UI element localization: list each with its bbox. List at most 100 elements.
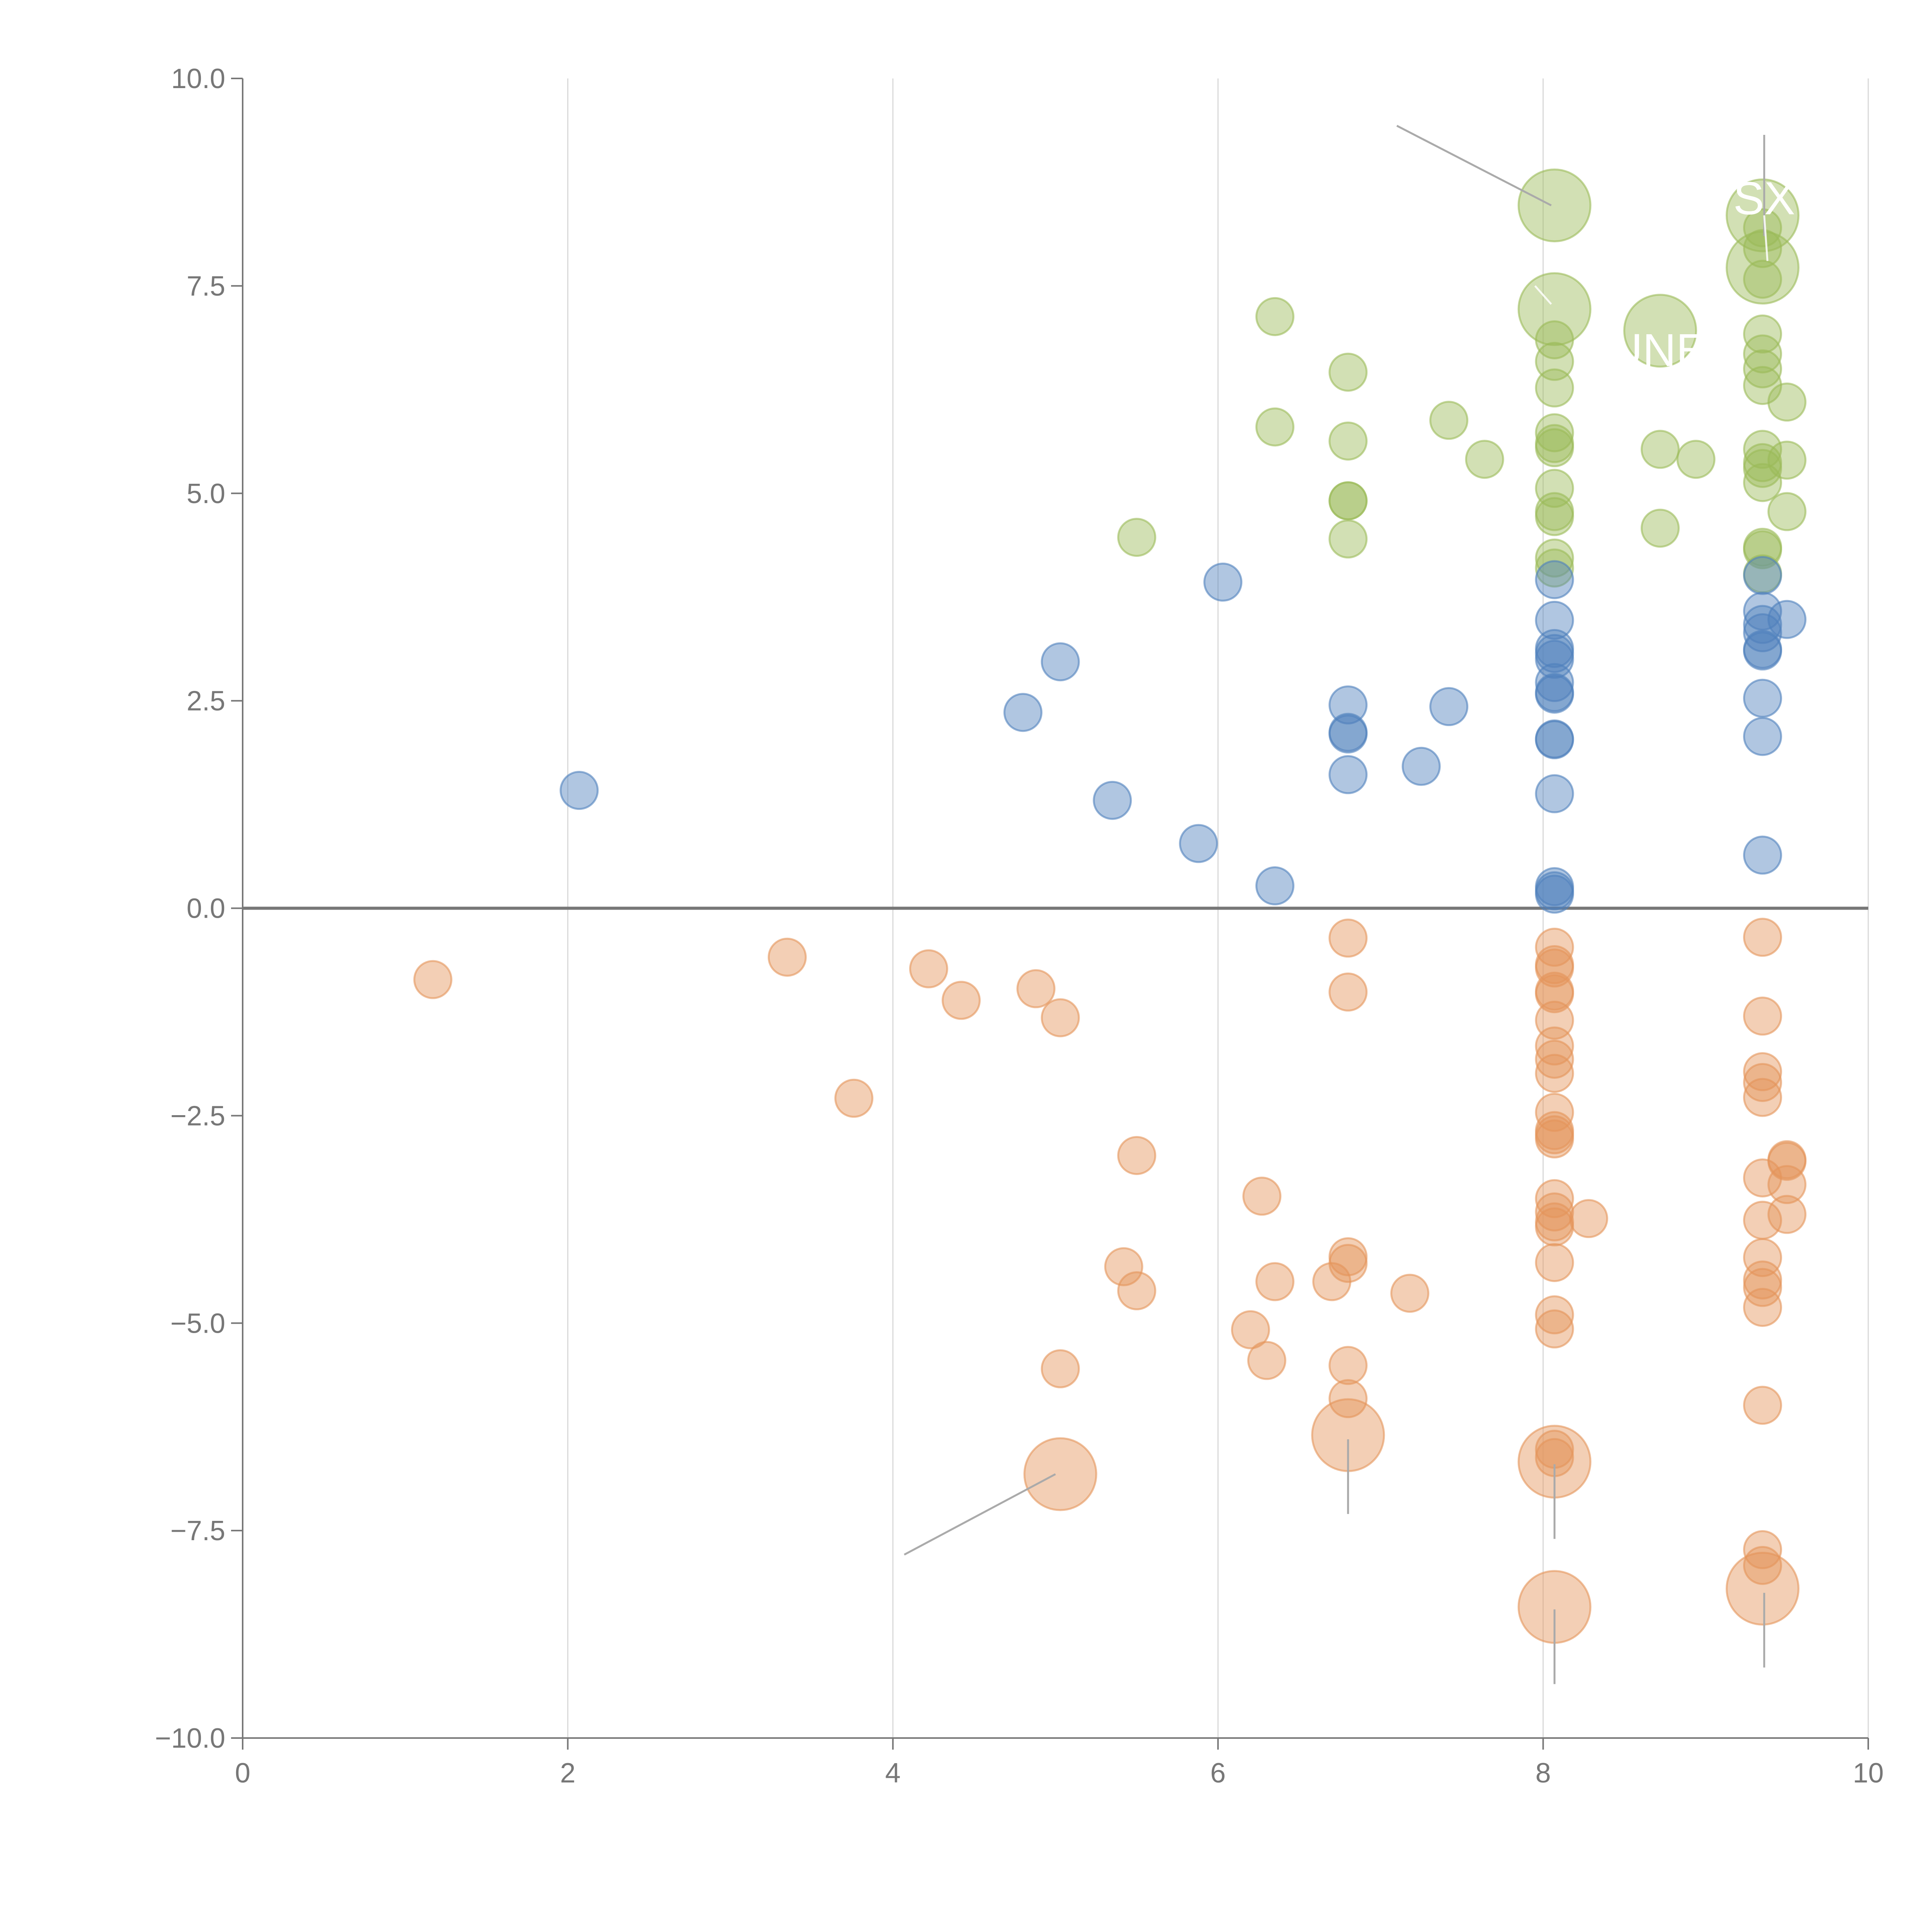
data-point-blue xyxy=(1041,642,1080,682)
leader-line xyxy=(904,1473,1056,1556)
data-point-orange xyxy=(1743,1268,1782,1307)
data-point-green xyxy=(1743,229,1782,268)
data-point-orange xyxy=(1535,1179,1574,1218)
y-tick-label: −10.0 xyxy=(155,1723,225,1754)
y-tick-label: 7.5 xyxy=(187,271,225,302)
data-point-orange xyxy=(1535,1243,1574,1282)
data-point-green xyxy=(1767,383,1807,422)
data-point-green xyxy=(1535,368,1574,408)
data-point-green xyxy=(1535,428,1574,468)
data-point-blue xyxy=(1743,835,1782,875)
data-point-orange xyxy=(1743,1386,1782,1425)
data-point-green xyxy=(1535,548,1574,588)
data-point-orange xyxy=(1328,1244,1368,1283)
data-point-green xyxy=(1743,208,1782,248)
annotations: SX FUNE xyxy=(1581,172,1795,376)
data-point-blue xyxy=(1767,600,1807,639)
x-tick-label: 0 xyxy=(235,1758,250,1789)
data-point-orange xyxy=(1743,1063,1782,1102)
data-point-blue xyxy=(1093,781,1132,820)
data-point-orange xyxy=(1255,1262,1294,1301)
data-point-orange xyxy=(1104,1247,1143,1286)
data-point-green xyxy=(1743,260,1782,299)
data-point-blue xyxy=(1743,556,1782,595)
data-point-green xyxy=(1517,168,1592,243)
data-point-blue xyxy=(1535,774,1574,813)
data-point-orange xyxy=(413,960,452,999)
data-point-orange xyxy=(1743,1238,1782,1277)
y-tick-label: −7.5 xyxy=(170,1515,225,1546)
data-point-orange xyxy=(1535,1192,1574,1231)
data-point-blue xyxy=(1743,592,1782,631)
data-point-orange xyxy=(767,937,807,977)
data-point-orange xyxy=(1767,1165,1807,1204)
data-point-orange xyxy=(1535,927,1574,967)
data-point-orange xyxy=(1767,1141,1807,1181)
data-point-green xyxy=(1517,272,1592,346)
data-point-blue xyxy=(1535,720,1574,760)
data-point-orange xyxy=(1016,969,1056,1009)
data-point-blue xyxy=(1535,674,1574,714)
data-point-green xyxy=(1255,297,1294,336)
data-point-green xyxy=(1328,352,1368,392)
data-point-green xyxy=(1743,366,1782,405)
data-point-orange xyxy=(1535,1119,1574,1159)
data-point-orange xyxy=(1328,918,1368,958)
data-point-green xyxy=(1535,413,1574,452)
y-tick-label: 5.0 xyxy=(187,478,225,509)
data-point-orange xyxy=(1328,1346,1368,1385)
data-point-green xyxy=(1743,449,1782,488)
leader-line xyxy=(1534,285,1552,305)
y-tick-label: −2.5 xyxy=(170,1100,225,1131)
data-point-orange xyxy=(1242,1177,1282,1216)
data-point-green xyxy=(1676,440,1716,479)
data-point-orange xyxy=(1328,1379,1368,1418)
data-point-orange xyxy=(1535,1054,1574,1093)
data-point-blue xyxy=(1003,693,1043,732)
data-point-green xyxy=(1328,519,1368,559)
data-point-blue xyxy=(1328,755,1368,794)
data-point-orange xyxy=(1535,1026,1574,1066)
data-point-green xyxy=(1328,481,1368,520)
data-point-blue xyxy=(1401,747,1441,786)
data-point-blue xyxy=(1255,866,1294,906)
data-point-orange xyxy=(1743,1546,1782,1585)
axes: 10.0 7.5 5.0 2.5 0.0 −2.5 −5.0 −7.5 −10.0 0 2 4 6 8 10 xyxy=(155,63,1884,1789)
data-point-orange xyxy=(909,949,948,988)
data-point-blue xyxy=(1429,687,1469,726)
data-point-orange xyxy=(1328,972,1368,1012)
data-point-orange xyxy=(941,981,981,1020)
x-tick-label: 6 xyxy=(1210,1758,1226,1789)
data-point-orange xyxy=(1535,1295,1574,1335)
data-point-green xyxy=(1255,407,1294,447)
data-point-orange xyxy=(1767,1195,1807,1234)
y-tick-label: 2.5 xyxy=(187,686,225,717)
data-point-orange xyxy=(1743,1287,1782,1327)
data-point-blue xyxy=(1179,824,1218,863)
data-point-green xyxy=(1743,463,1782,502)
data-point-orange xyxy=(1569,1199,1608,1238)
leader-lines xyxy=(904,125,1769,1684)
y-tick-label: 0.0 xyxy=(187,893,225,924)
data-point-orange xyxy=(1743,1158,1782,1197)
data-point-blue xyxy=(1535,600,1574,640)
y-tick-label: −5.0 xyxy=(170,1308,225,1339)
data-point-orange xyxy=(1535,1309,1574,1349)
data-point-blue xyxy=(1743,679,1782,718)
data-point-orange xyxy=(1743,1201,1782,1240)
data-point-orange xyxy=(1535,1039,1574,1079)
data-points xyxy=(413,168,1807,1644)
data-point-green xyxy=(1535,469,1574,508)
data-point-orange xyxy=(1743,918,1782,957)
data-point-green xyxy=(1743,314,1782,354)
data-point-orange xyxy=(834,1078,874,1118)
data-point-blue xyxy=(1203,563,1243,602)
data-point-green xyxy=(1535,538,1574,578)
data-point-green xyxy=(1465,440,1504,479)
annotation-label: FUNE xyxy=(1581,324,1707,376)
x-tick-label: 8 xyxy=(1536,1758,1551,1789)
data-point-green xyxy=(1535,320,1574,359)
data-point-green xyxy=(1623,294,1697,368)
